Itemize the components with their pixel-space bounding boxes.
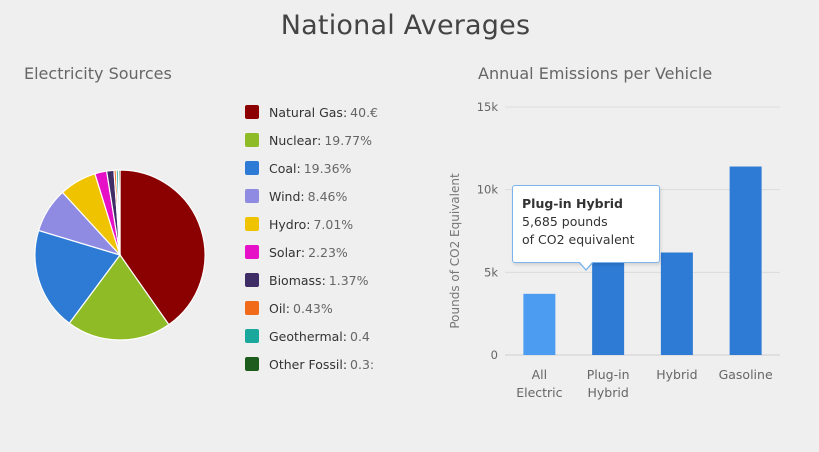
legend-label: Biomass	[269, 272, 322, 288]
pie-legend: Natural Gas:40.€ Nuclear:19.77% Coal:19.36…	[245, 98, 388, 378]
legend-swatch	[245, 357, 259, 371]
legend-separator: :	[306, 216, 311, 232]
tooltip-line-1: 5,685 pounds	[522, 214, 608, 229]
x-category-label: Hybrid	[587, 385, 628, 400]
x-category-label: Electric	[516, 385, 562, 400]
legend-label: Solar	[269, 244, 301, 260]
bar[interactable]	[523, 293, 556, 355]
legend-separator: :	[285, 300, 291, 316]
electricity-sources-pie-chart	[34, 169, 206, 341]
legend-swatch	[245, 161, 259, 175]
legend-swatch	[245, 329, 259, 343]
legend-value: 40.€	[350, 104, 379, 120]
legend-value: 0.43%	[293, 300, 333, 316]
y-tick-label: 5k	[484, 265, 498, 279]
legend-value: 0.3:	[350, 356, 375, 372]
bar-chart-title: Annual Emissions per Vehicle	[478, 64, 713, 83]
tooltip-pointer-fill	[579, 261, 593, 269]
legend-label: Hydro	[269, 216, 307, 232]
legend-label: Coal	[269, 160, 297, 176]
y-tick-label: 10k	[477, 183, 499, 197]
legend-swatch	[245, 301, 259, 315]
y-tick-label: 15k	[477, 100, 499, 114]
legend-item[interactable]: Other Fossil:0.3:	[245, 350, 388, 378]
legend-label: Oil	[269, 300, 286, 316]
legend-separator: :	[321, 272, 326, 288]
legend-item[interactable]: Biomass:1.37%	[245, 266, 388, 294]
legend-swatch	[245, 105, 259, 119]
legend-value: 0.4	[350, 328, 370, 344]
legend-value: 19.77%	[324, 132, 372, 148]
x-category-label: All	[532, 367, 548, 382]
legend-value: 7.01%	[313, 216, 354, 232]
tooltip-title: Plug-in Hybrid	[522, 196, 623, 211]
bar[interactable]	[660, 252, 693, 355]
legend-separator: :	[342, 356, 348, 372]
legend-separator: :	[296, 160, 301, 176]
y-tick-label: 0	[491, 348, 498, 362]
y-axis-label: Pounds of CO2 Equivalent	[448, 173, 462, 329]
legend-label: Natural Gas	[269, 104, 343, 120]
tooltip-line-2: of CO2 equivalent	[522, 232, 635, 247]
bar[interactable]	[729, 166, 762, 355]
legend-swatch	[245, 245, 259, 259]
emissions-bar-chart: 0 5k 10k 15k Pounds of CO2 Equivalent All Elec…	[448, 100, 780, 400]
pie-slice-natural-gas[interactable]	[119, 169, 206, 326]
pie-slice-other-fossil[interactable]	[117, 169, 121, 256]
legend-value: 8.46%	[307, 188, 348, 204]
legend-item[interactable]: Coal:19.36%	[245, 154, 388, 182]
bar[interactable]	[592, 261, 625, 355]
x-category-label: Plug-in	[587, 367, 630, 382]
legend-label: Wind	[269, 188, 301, 204]
legend-swatch	[245, 133, 259, 147]
legend-item[interactable]: Hydro:7.01%	[245, 210, 388, 238]
pie-slice-coal[interactable]	[34, 229, 121, 325]
legend-item[interactable]: Oil:0.43%	[245, 294, 388, 322]
x-category-label: Hybrid	[656, 367, 697, 382]
legend-item[interactable]: Natural Gas:40.€	[245, 98, 388, 126]
legend-separator: :	[342, 328, 347, 344]
legend-label: Nuclear	[269, 132, 318, 148]
legend-swatch	[245, 217, 259, 231]
legend-item[interactable]: Solar:2.23%	[245, 238, 388, 266]
legend-label: Other Fossil	[269, 356, 343, 372]
legend-value: 1.37%	[328, 272, 369, 288]
legend-separator: :	[300, 244, 306, 260]
legend-label: Geothermal	[269, 328, 343, 344]
pie-chart-title: Electricity Sources	[24, 64, 172, 83]
legend-separator: :	[342, 104, 348, 120]
legend-item[interactable]: Nuclear:19.77%	[245, 126, 388, 154]
legend-value: 19.36%	[303, 160, 352, 176]
legend-separator: :	[317, 132, 322, 148]
legend-item[interactable]: Geothermal:0.4	[245, 322, 388, 350]
page-title: National Averages	[280, 10, 531, 41]
legend-value: 2.23%	[308, 244, 348, 260]
legend-separator: :	[300, 188, 305, 204]
pie-slice-nuclear[interactable]	[68, 253, 170, 341]
x-category-label: Gasoline	[719, 367, 773, 382]
legend-swatch	[245, 273, 259, 287]
bar-tooltip: Plug-in Hybrid 5,685 pounds of CO2 equiv…	[512, 185, 660, 263]
legend-swatch	[245, 189, 259, 203]
legend-item[interactable]: Wind:8.46%	[245, 182, 388, 210]
